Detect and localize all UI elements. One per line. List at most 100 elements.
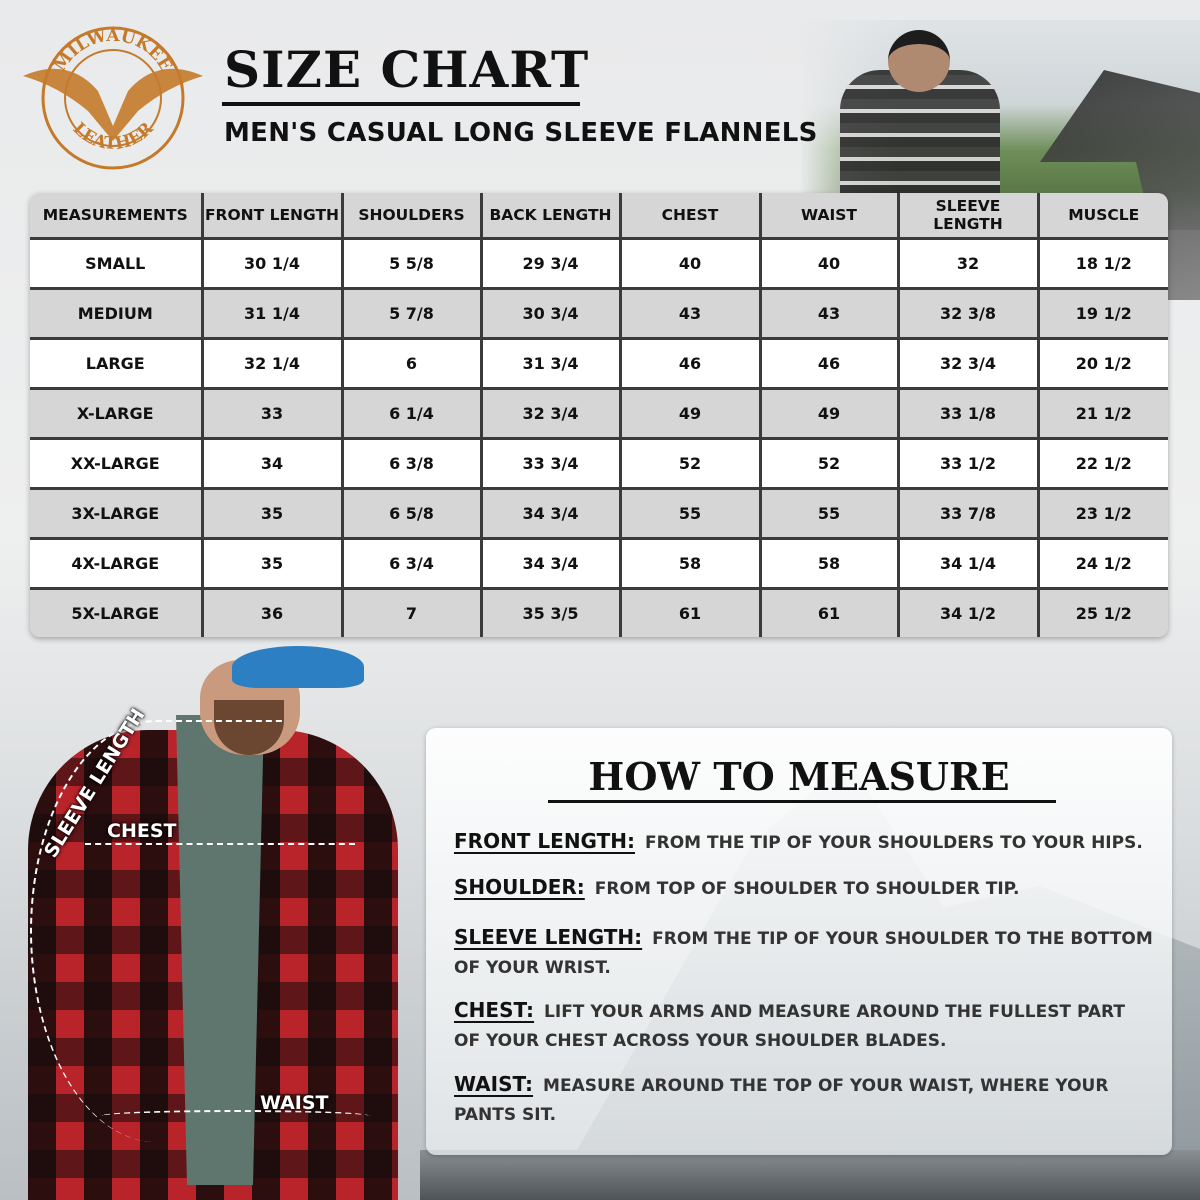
table-cell: 32 — [896, 237, 1040, 290]
table-cell: 49 — [758, 387, 900, 440]
table-row: MEDIUM 31 1/4 5 7/8 30 3/4 43 43 32 3/8 19 1/2 — [30, 287, 1168, 340]
table-cell: 6 3/4 — [340, 537, 483, 590]
table-cell: 33 — [200, 387, 344, 440]
table-cell: 6 1/4 — [340, 387, 483, 440]
definition-shoulder: SHOULDER: FROM TOP OF SHOULDER TO SHOULDE… — [454, 875, 1020, 899]
table-cell: 35 — [200, 487, 344, 540]
table-row: 5X-LARGE 36 7 35 3/5 61 61 34 1/2 25 1/2 — [30, 587, 1168, 637]
table-row: XX-LARGE 34 6 3/8 33 3/4 52 52 33 1/2 22 1/2 — [30, 437, 1168, 490]
milwaukee-leather-logo: MILWAUKEE LEATHER — [23, 26, 203, 170]
table-cell: 58 — [618, 537, 762, 590]
table-cell: 6 — [340, 337, 483, 390]
table-cell: 24 1/2 — [1036, 537, 1168, 590]
title-divider — [222, 102, 580, 106]
biker-head — [888, 30, 950, 92]
column-header: CHEST — [618, 193, 762, 240]
size-label-cell: MEDIUM — [30, 287, 204, 340]
table-cell: 33 1/2 — [896, 437, 1040, 490]
table-cell: 46 — [758, 337, 900, 390]
table-row: X-LARGE 33 6 1/4 32 3/4 49 49 33 1/8 21 1/2 — [30, 387, 1168, 440]
table-cell: 49 — [618, 387, 762, 440]
definition-waist: WAIST: MEASURE AROUND THE TOP OF YOUR WAI… — [454, 1072, 1109, 1125]
table-cell: 30 1/4 — [200, 237, 344, 290]
table-cell: 61 — [758, 587, 900, 637]
column-header: MUSCLE — [1036, 193, 1168, 240]
table-cell: 19 1/2 — [1036, 287, 1168, 340]
table-cell: 34 3/4 — [479, 537, 622, 590]
column-header: SHOULDERS — [340, 193, 483, 240]
table-cell: 34 3/4 — [479, 487, 622, 540]
size-label-cell: XX-LARGE — [30, 437, 204, 490]
table-cell: 43 — [618, 287, 762, 340]
size-label-cell: 5X-LARGE — [30, 587, 204, 637]
table-cell: 52 — [758, 437, 900, 490]
table-cell: 36 — [200, 587, 344, 637]
waist-measure-line — [100, 1110, 370, 1122]
table-cell: 32 3/4 — [896, 337, 1040, 390]
table-cell: 33 7/8 — [896, 487, 1040, 540]
table-cell: 32 3/4 — [479, 387, 622, 440]
table-cell: 40 — [618, 237, 762, 290]
size-chart-table: MEASUREMENTS FRONT LENGTH SHOULDERS BACK LE… — [30, 193, 1168, 637]
table-cell: 33 1/8 — [896, 387, 1040, 440]
column-header: MEASUREMENTS — [30, 193, 204, 240]
table-cell: 43 — [758, 287, 900, 340]
definition-chest: CHEST: LIFT YOUR ARMS AND MEASURE AROUND … — [454, 998, 1125, 1051]
size-label-cell: SMALL — [30, 237, 204, 290]
table-cell: 20 1/2 — [1036, 337, 1168, 390]
table-cell: 34 — [200, 437, 344, 490]
table-cell: 31 1/4 — [200, 287, 344, 340]
model-blue-cap — [232, 646, 364, 688]
chest-measure-line — [85, 843, 355, 845]
table-cell: 22 1/2 — [1036, 437, 1168, 490]
table-header-row: MEASUREMENTS FRONT LENGTH SHOULDERS BACK LE… — [30, 193, 1168, 240]
table-cell: 40 — [758, 237, 900, 290]
how-to-measure-panel: HOW TO MEASURE FRONT LENGTH: FROM THE TIP… — [426, 728, 1172, 1155]
table-cell: 18 1/2 — [1036, 237, 1168, 290]
table-cell: 55 — [758, 487, 900, 540]
chest-label: CHEST — [107, 820, 177, 842]
table-cell: 34 1/4 — [896, 537, 1040, 590]
table-cell: 32 3/8 — [896, 287, 1040, 340]
road-background — [420, 1150, 1200, 1200]
column-header: FRONT LENGTH — [200, 193, 344, 240]
definition-sleeve-length: SLEEVE LENGTH: FROM THE TIP OF YOUR SHOUL… — [454, 925, 1153, 978]
table-cell: 5 5/8 — [340, 237, 483, 290]
table-cell: 5 7/8 — [340, 287, 483, 340]
waist-label: WAIST — [260, 1092, 329, 1114]
table-row: 4X-LARGE 35 6 3/4 34 3/4 58 58 34 1/4 24 1/2 — [30, 537, 1168, 590]
size-label-cell: 3X-LARGE — [30, 487, 204, 540]
size-label-cell: X-LARGE — [30, 387, 204, 440]
table-row: 3X-LARGE 35 6 5/8 34 3/4 55 55 33 7/8 23 1/2 — [30, 487, 1168, 540]
page-title: SIZE CHART — [224, 40, 590, 99]
size-label-cell: 4X-LARGE — [30, 537, 204, 590]
table-cell: 23 1/2 — [1036, 487, 1168, 540]
table-cell: 29 3/4 — [479, 237, 622, 290]
column-header: BACK LENGTH — [479, 193, 622, 240]
svg-text:LEATHER: LEATHER — [69, 118, 158, 154]
definition-front-length: FRONT LENGTH: FROM THE TIP OF YOUR SHOULD… — [454, 829, 1143, 853]
table-cell: 32 1/4 — [200, 337, 344, 390]
table-cell: 21 1/2 — [1036, 387, 1168, 440]
table-cell: 52 — [618, 437, 762, 490]
table-cell: 55 — [618, 487, 762, 540]
table-cell: 61 — [618, 587, 762, 637]
column-header: SLEEVE LENGTH — [896, 193, 1040, 240]
table-cell: 31 3/4 — [479, 337, 622, 390]
column-header: WAIST — [758, 193, 900, 240]
table-cell: 6 3/8 — [340, 437, 483, 490]
table-cell: 46 — [618, 337, 762, 390]
table-cell: 30 3/4 — [479, 287, 622, 340]
table-cell: 6 5/8 — [340, 487, 483, 540]
table-row: SMALL 30 1/4 5 5/8 29 3/4 40 40 32 18 1/2 — [30, 237, 1168, 290]
page-subtitle: MEN'S CASUAL LONG SLEEVE FLANNELS — [224, 118, 818, 148]
table-cell: 25 1/2 — [1036, 587, 1168, 637]
table-cell: 34 1/2 — [896, 587, 1040, 637]
table-cell: 33 3/4 — [479, 437, 622, 490]
table-cell: 35 3/5 — [479, 587, 622, 637]
table-cell: 7 — [340, 587, 483, 637]
logo-bottom-text: LEATHER — [69, 118, 158, 154]
how-to-measure-divider — [548, 800, 1056, 803]
table-row: LARGE 32 1/4 6 31 3/4 46 46 32 3/4 20 1/2 — [30, 337, 1168, 390]
table-cell: 35 — [200, 537, 344, 590]
